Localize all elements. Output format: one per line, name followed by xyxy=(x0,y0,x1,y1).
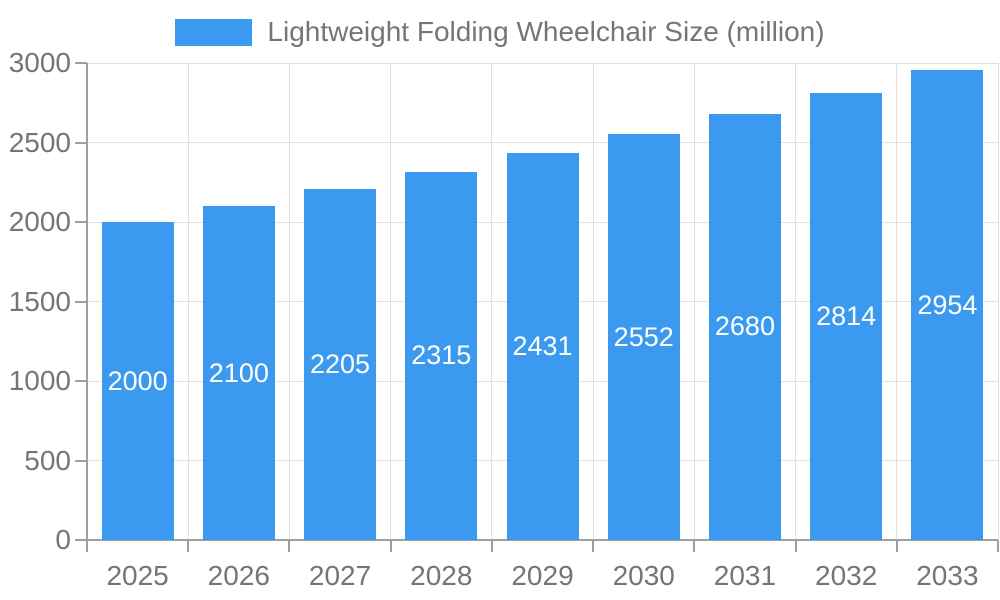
x-tick-mark xyxy=(490,540,493,552)
bar-value-label: 2431 xyxy=(512,331,573,362)
x-axis-tick-label: 2025 xyxy=(106,560,169,591)
x-tick-mark xyxy=(895,540,898,552)
x-axis-tick-label: 2030 xyxy=(612,560,675,591)
bar-2027[interactable]: 2205 xyxy=(304,189,377,540)
y-tick-mark xyxy=(75,62,87,64)
x-axis-tick-label: 2026 xyxy=(207,560,270,591)
x-gridline xyxy=(491,63,493,540)
bar-value-label: 2315 xyxy=(411,340,472,371)
x-gridline xyxy=(896,63,898,540)
legend-color-swatch xyxy=(175,18,253,46)
y-axis-tick-label: 0 xyxy=(55,524,71,555)
x-gridline xyxy=(187,63,189,540)
bar-2030[interactable]: 2552 xyxy=(607,134,680,540)
x-gridline xyxy=(693,63,695,540)
bar-2025[interactable]: 2000 xyxy=(101,222,174,540)
x-tick-mark xyxy=(86,540,88,552)
x-tick-mark xyxy=(693,540,696,552)
y-axis-tick-label: 500 xyxy=(24,444,71,476)
x-axis-tick-label: 2031 xyxy=(713,560,777,591)
x-axis-tick-label: 2033 xyxy=(916,560,979,591)
legend-label: Lightweight Folding Wheelchair Size (mil… xyxy=(267,16,825,47)
bar-value-label: 2205 xyxy=(310,349,371,380)
x-gridline xyxy=(795,63,797,540)
x-gridline xyxy=(288,63,290,540)
y-tick-mark xyxy=(75,539,87,541)
x-tick-mark xyxy=(592,540,595,552)
y-tick-mark xyxy=(75,459,87,462)
x-axis-tick-label: 2027 xyxy=(308,560,372,591)
x-gridline xyxy=(592,63,594,540)
bar-2029[interactable]: 2431 xyxy=(506,153,579,540)
x-gridline xyxy=(390,63,392,540)
y-axis-tick-label: 2500 xyxy=(8,126,71,158)
bar-2033[interactable]: 2954 xyxy=(911,70,984,540)
y-gridline xyxy=(87,62,998,64)
y-tick-mark xyxy=(75,221,87,223)
bar-2026[interactable]: 2100 xyxy=(202,206,275,540)
x-axis-line xyxy=(87,539,998,541)
y-axis-line xyxy=(86,63,88,541)
bar-2031[interactable]: 2680 xyxy=(708,113,781,540)
chart-legend[interactable]: Lightweight Folding Wheelchair Size (mil… xyxy=(0,16,1000,48)
x-axis-tick-label: 2028 xyxy=(410,560,473,591)
y-gridline xyxy=(87,142,998,143)
x-axis-tick-label: 2029 xyxy=(511,560,574,591)
x-tick-mark xyxy=(288,540,291,552)
bar-2028[interactable]: 2315 xyxy=(405,171,478,540)
y-tick-mark xyxy=(75,141,87,144)
bar-value-label: 2552 xyxy=(613,321,674,352)
bar-value-label: 2814 xyxy=(816,300,877,331)
x-tick-mark xyxy=(389,540,392,552)
y-axis-tick-label: 1000 xyxy=(8,365,71,396)
x-tick-mark xyxy=(187,540,190,552)
bar-value-label: 2954 xyxy=(917,289,978,320)
y-tick-mark xyxy=(75,300,87,303)
y-tick-mark xyxy=(75,380,87,382)
y-axis-tick-label: 1500 xyxy=(8,285,71,317)
bar-value-label: 2680 xyxy=(714,311,775,342)
bar-value-label: 2000 xyxy=(107,365,168,396)
y-axis-tick-label: 3000 xyxy=(8,47,71,78)
x-tick-mark xyxy=(794,540,797,552)
bar-2032[interactable]: 2814 xyxy=(810,92,883,540)
x-axis-tick-label: 2032 xyxy=(815,560,878,591)
x-tick-mark xyxy=(997,540,999,552)
x-gridline xyxy=(997,63,999,540)
bar-value-label: 2100 xyxy=(208,357,269,388)
y-axis-tick-label: 2000 xyxy=(8,206,71,237)
